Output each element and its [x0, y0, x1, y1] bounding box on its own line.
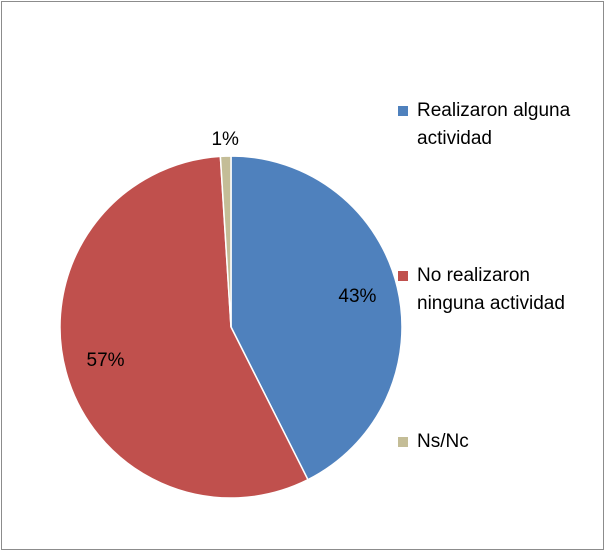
legend-item: No realizaron ninguna actividad — [398, 262, 598, 318]
data-label: 43% — [338, 286, 376, 307]
pie-slice — [59, 155, 309, 499]
legend-item: Ns/Nc — [398, 428, 598, 456]
data-label: 1% — [211, 129, 239, 150]
legend-swatch — [398, 106, 408, 116]
legend-label: Ns/Nc — [417, 431, 469, 452]
legend-swatch — [398, 271, 408, 281]
legend-item: Realizaron alguna actividad — [398, 97, 598, 153]
legend-label: Realizaron alguna actividad — [417, 100, 571, 149]
legend-label: No realizaron ninguna actividad — [417, 265, 565, 314]
pie-slice — [230, 155, 403, 481]
pie-slice — [219, 155, 232, 328]
legend-swatch — [398, 437, 408, 447]
data-label: 57% — [87, 350, 125, 371]
